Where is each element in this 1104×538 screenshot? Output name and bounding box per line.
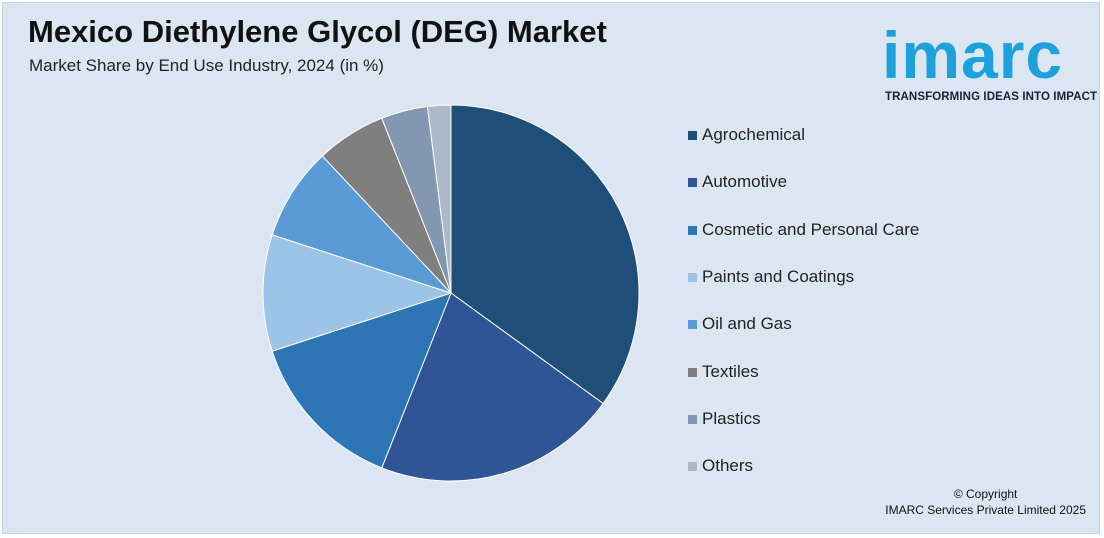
copyright-line-1: © Copyright	[953, 487, 1018, 501]
logo-wordmark: imarc	[882, 18, 1064, 92]
chart-title: Mexico Diethylene Glycol (DEG) Market	[28, 14, 607, 49]
chart-subtitle: Market Share by End Use Industry, 2024 (…	[29, 56, 384, 75]
pie-slice-paints-and-coatings	[262, 234, 453, 352]
legend-swatch-paints-and-coatings	[688, 272, 697, 282]
pie-slice-agrochemical	[450, 104, 640, 405]
pie-slice-oil-and-gas	[271, 155, 452, 294]
legend-label-agrochemical: Agrochemical	[702, 125, 805, 144]
copyright-notice: © Copyright IMARC Services Private Limit…	[885, 486, 1086, 518]
pie-slice-others	[426, 104, 452, 294]
legend-swatch-oil-and-gas	[688, 320, 697, 330]
legend-label-paints-and-coatings: Paints and Coatings	[702, 266, 855, 286]
copyright-line-2: IMARC Services Private Limited 2025	[885, 503, 1086, 517]
legend-label-cosmetic-and-personal-care: Cosmetic and Personal Care	[702, 219, 920, 239]
legend-swatch-textiles	[688, 367, 697, 377]
legend-label-automotive: Automotive	[702, 172, 788, 192]
legend-label-plastics: Plastics	[702, 408, 761, 428]
pie-slice-automotive	[381, 292, 604, 482]
pie-slices	[262, 104, 640, 482]
legend-label-others: Others	[702, 456, 754, 476]
legend-swatch-automotive	[688, 178, 697, 188]
legend-swatch-cosmetic-and-personal-care	[688, 225, 697, 235]
legend-swatch-others	[688, 462, 697, 472]
logo-tagline: TRANSFORMING IDEAS INTO IMPACT	[885, 91, 1098, 103]
legend-swatch-plastics	[688, 414, 697, 424]
legend-swatch-agrochemical	[688, 131, 697, 140]
legend-label-textiles: Textiles	[702, 361, 759, 381]
legend-label-oil-and-gas: Oil and Gas	[702, 314, 792, 334]
imarc-logo: imarc TRANSFORMING IDEAS INTO IMPACT	[880, 12, 1098, 108]
